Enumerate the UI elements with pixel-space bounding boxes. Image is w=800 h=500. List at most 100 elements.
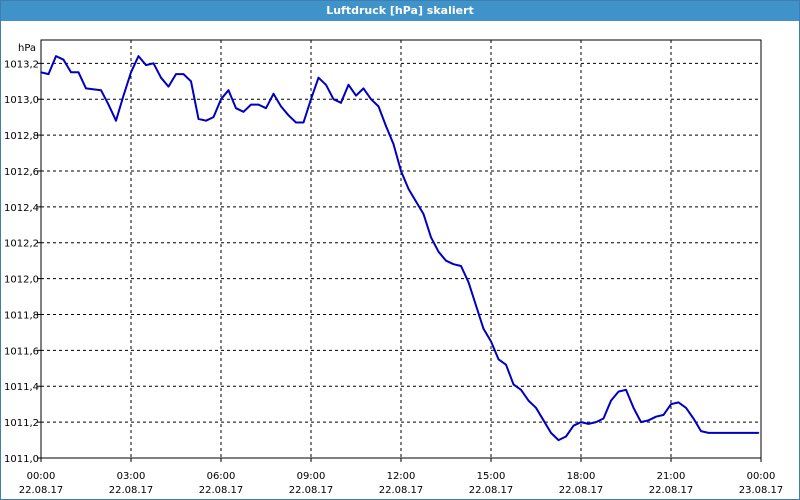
data-point [677,401,680,404]
x-tick-date-label: 22.08.17 [379,485,424,496]
data-point [137,55,140,57]
y-tick-label: 1011,8 [4,310,39,321]
data-point [250,103,252,106]
y-tick-label: 1012,6 [4,167,39,178]
data-point [475,304,477,307]
data-point [497,358,500,361]
data-point [280,105,282,108]
data-point [640,421,642,423]
data-point [730,432,732,434]
data-point [197,118,200,120]
data-point [752,432,755,434]
data-point [392,143,395,145]
data-point [722,432,725,434]
data-point [257,103,260,106]
x-tick-time-label: 12:00 [387,471,416,482]
data-point [445,259,447,262]
data-point [422,213,425,215]
data-point [190,80,192,83]
y-tick-label: 1013,0 [4,95,39,106]
x-tick-time-label: 00:00 [747,471,776,482]
x-tick-date-label: 22.08.17 [559,485,604,496]
data-point [370,98,372,101]
data-point [242,110,245,113]
data-point [580,421,582,423]
data-point [437,250,440,253]
data-point [685,406,687,409]
data-point [505,363,507,366]
data-point [265,107,267,109]
data-point [572,424,575,427]
data-point [340,101,342,104]
pressure-series-line [40,55,759,442]
data-point [40,71,42,74]
x-tick-date-label: 22.08.17 [469,485,514,496]
data-point [430,236,432,239]
data-point [317,76,320,79]
y-tick-label: 1012,8 [4,131,39,142]
data-point [655,415,657,418]
data-point [527,399,530,402]
data-point [85,87,87,90]
data-point [535,406,537,409]
data-point [212,116,215,118]
data-point [77,71,80,74]
data-point [670,403,672,405]
data-point [355,94,357,97]
data-point [715,432,717,434]
data-point [47,73,50,75]
x-tick-time-label: 15:00 [477,471,506,482]
x-tick-time-label: 03:00 [117,471,146,482]
data-point [692,417,695,420]
y-tick-label: 1011,2 [4,418,39,429]
data-point [295,121,297,124]
data-point [625,389,627,391]
data-point [707,432,710,434]
data-point [175,73,177,75]
data-point [145,64,147,66]
data-point [482,328,485,330]
data-point [100,89,102,92]
data-point [167,85,170,88]
data-point [160,76,162,79]
x-tick-date-label: 23.08.17 [739,485,784,496]
data-point [520,389,522,391]
x-tick-date-label: 22.08.17 [289,485,334,496]
data-point [235,107,237,109]
data-point [220,98,222,101]
y-tick-label: 1012,2 [4,239,39,250]
y-tick-label: 1011,0 [4,454,39,465]
data-point [107,103,110,106]
data-point [460,265,462,267]
x-tick-time-label: 00:00 [27,471,56,482]
data-point [385,125,387,127]
data-point [227,89,230,92]
data-point [122,94,125,97]
data-point [737,432,740,434]
data-point [467,281,470,283]
data-point [115,119,117,122]
data-point [325,84,327,86]
x-tick-time-label: 21:00 [657,471,686,482]
data-point [700,430,702,432]
x-tick-date-label: 22.08.17 [19,485,64,496]
x-tick-date-label: 22.08.17 [109,485,154,496]
y-tick-label: 1011,6 [4,346,39,357]
data-point [377,105,380,108]
data-point [490,340,492,343]
x-tick-date-label: 22.08.17 [199,485,244,496]
data-point [362,87,365,90]
data-point [617,390,620,393]
data-point [550,432,552,434]
data-point [332,98,335,101]
data-point [512,383,515,386]
data-point [662,414,665,416]
data-point [557,439,560,441]
y-axis-label: hPa [18,43,36,54]
data-point [130,71,132,74]
data-point [400,170,402,172]
data-point [602,417,605,420]
plot-frame [40,39,762,459]
